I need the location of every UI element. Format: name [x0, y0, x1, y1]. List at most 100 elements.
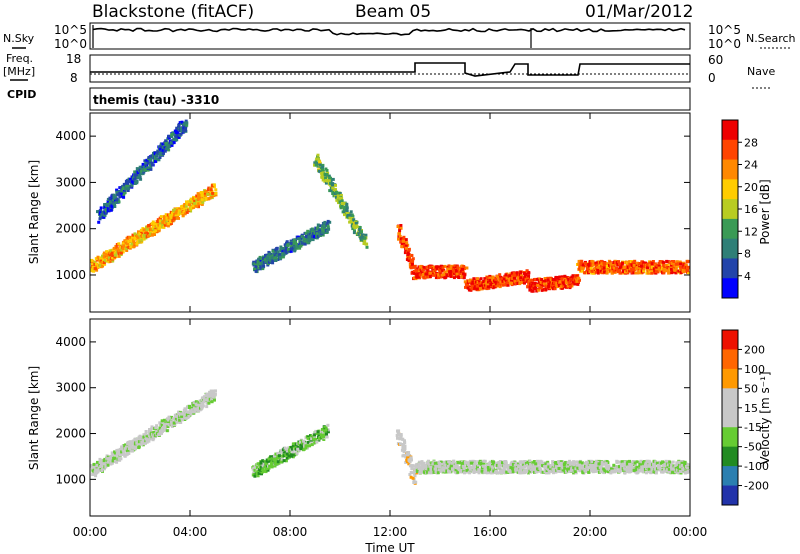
- data-cell: [269, 463, 273, 467]
- data-cell: [128, 235, 132, 239]
- data-cell: [136, 240, 139, 244]
- data-cell: [599, 269, 603, 273]
- data-cell: [130, 242, 134, 246]
- power-data-points: [90, 119, 690, 293]
- data-cell: [554, 278, 558, 281]
- data-cell: [167, 222, 171, 225]
- data-cell: [208, 393, 212, 397]
- data-cell: [160, 422, 164, 426]
- data-cell: [135, 242, 139, 246]
- data-cell: [296, 445, 300, 449]
- data-cell: [616, 268, 620, 271]
- data-cell: [540, 460, 544, 464]
- data-cell: [670, 263, 674, 267]
- data-cell: [281, 255, 285, 259]
- data-cell: [547, 285, 551, 288]
- data-cell: [119, 186, 123, 189]
- data-cell: [177, 122, 181, 126]
- data-cell: [485, 464, 489, 467]
- data-cell: [559, 463, 563, 467]
- data-cell: [200, 202, 204, 206]
- data-cell: [306, 446, 309, 450]
- data-cell: [590, 271, 594, 275]
- data-cell: [352, 231, 356, 235]
- y-tick-label: 4000: [55, 129, 86, 143]
- data-cell: [295, 451, 299, 455]
- data-cell: [556, 276, 560, 279]
- data-cell: [566, 284, 570, 288]
- data-cell: [189, 197, 193, 201]
- data-cell: [523, 460, 527, 464]
- data-cell: [134, 447, 137, 451]
- data-cell: [520, 471, 523, 475]
- data-cell: [454, 470, 458, 474]
- data-cell: [187, 410, 190, 414]
- data-cell: [438, 464, 442, 468]
- data-cell: [178, 418, 182, 422]
- data-cell: [346, 214, 350, 217]
- data-cell: [419, 470, 423, 474]
- data-cell: [612, 269, 616, 273]
- data-cell: [326, 219, 330, 223]
- data-cell: [585, 466, 589, 470]
- data-cell: [664, 269, 668, 272]
- data-cell: [97, 210, 101, 214]
- data-cell: [303, 241, 307, 244]
- data-cell: [182, 130, 186, 134]
- data-cell: [149, 158, 153, 162]
- data-cell: [121, 184, 125, 188]
- data-cell: [456, 470, 460, 474]
- data-cell: [358, 226, 362, 229]
- data-cell: [445, 468, 449, 472]
- nsky-label: N.Sky: [3, 32, 35, 45]
- data-cell: [573, 460, 577, 464]
- data-cell: [261, 464, 265, 468]
- data-cell: [284, 459, 288, 463]
- data-cell: [462, 276, 466, 280]
- data-cell: [170, 415, 173, 419]
- data-cell: [90, 269, 94, 273]
- data-cell: [522, 469, 526, 473]
- data-cell: [450, 461, 454, 465]
- data-cell: [472, 277, 476, 281]
- data-cell: [254, 269, 258, 273]
- data-cell: [657, 261, 661, 265]
- data-cell: [209, 389, 213, 393]
- data-cell: [674, 271, 678, 274]
- data-cell: [564, 461, 568, 464]
- data-cell: [329, 176, 332, 180]
- data-cell: [362, 242, 366, 245]
- data-cell: [121, 250, 125, 254]
- data-cell: [501, 282, 505, 286]
- data-cell: [434, 462, 438, 466]
- data-cell: [180, 120, 184, 124]
- data-cell: [319, 429, 323, 433]
- data-cell: [164, 223, 167, 227]
- data-cell: [512, 466, 516, 469]
- data-cell: [210, 398, 214, 402]
- data-cell: [202, 198, 206, 202]
- data-cell: [158, 219, 162, 223]
- data-cell: [137, 440, 141, 444]
- data-cell: [441, 266, 445, 270]
- data-cell: [531, 467, 535, 471]
- data-cell: [155, 430, 159, 433]
- data-cell: [450, 271, 454, 275]
- data-cell: [144, 161, 148, 165]
- data-cell: [321, 165, 325, 169]
- data-cell: [325, 169, 329, 172]
- data-cell: [506, 464, 510, 467]
- data-cell: [512, 276, 516, 280]
- data-cell: [448, 462, 452, 466]
- data-cell: [413, 472, 417, 476]
- data-cell: [646, 271, 650, 275]
- data-cell: [199, 191, 203, 194]
- data-cell: [92, 462, 96, 466]
- data-cell: [608, 260, 612, 264]
- data-cell: [342, 209, 346, 213]
- data-cell: [100, 260, 104, 264]
- data-cell: [511, 462, 515, 466]
- data-cell: [317, 169, 321, 173]
- data-cell: [169, 222, 173, 225]
